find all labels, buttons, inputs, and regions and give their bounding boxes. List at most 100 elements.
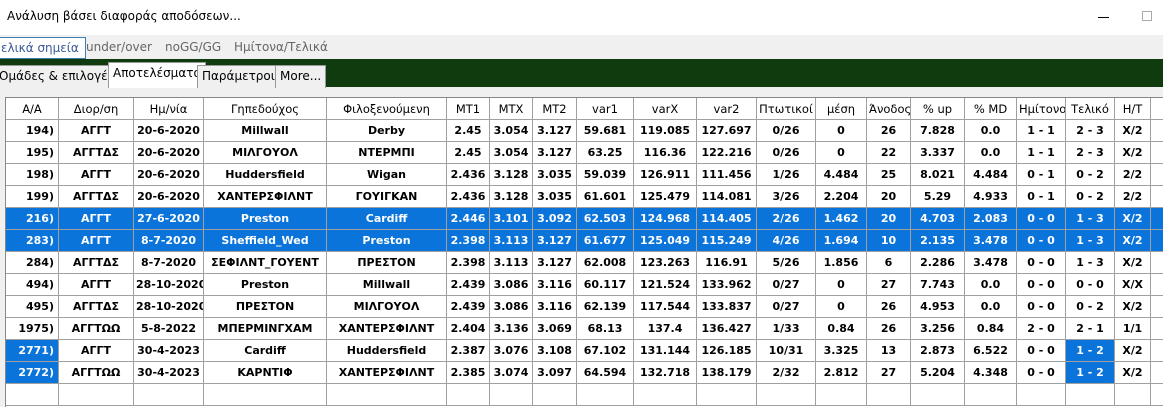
table-cell[interactable]: 0 - 1 [1017, 186, 1066, 208]
table-cell[interactable]: Preston [327, 230, 447, 252]
table-cell[interactable]: 2 - 3 [1066, 142, 1115, 164]
table-cell[interactable]: 3.092 [533, 208, 577, 230]
table-cell[interactable]: 0 - 1 [1017, 164, 1066, 186]
table-cell[interactable]: 3.337 [911, 142, 965, 164]
table-cell[interactable]: 26 [867, 296, 911, 318]
table-cell[interactable]: 20-6-2020 [134, 120, 204, 142]
table-cell[interactable]: 26 [867, 318, 911, 340]
table-cell[interactable]: 116.36 [634, 142, 697, 164]
top-tab[interactable]: ελικά σημεία [0, 37, 86, 59]
table-cell[interactable]: Wigan [327, 164, 447, 186]
table-cell[interactable]: 0 - 2 [1066, 296, 1115, 318]
table-cell[interactable]: 25 [867, 164, 911, 186]
table-cell[interactable]: 3.054 [490, 142, 533, 164]
table-cell[interactable]: 2.446 [447, 208, 490, 230]
table-cell[interactable]: 1975) [6, 318, 59, 340]
table-cell[interactable]: ΧΑΝΤΕΡΣΦΙΛΝΤ [327, 362, 447, 384]
table-cell[interactable]: 10 [867, 230, 911, 252]
column-header[interactable]: Φιλοξενούμενη [327, 98, 447, 120]
maximize-button[interactable] [1142, 11, 1152, 21]
table-cell[interactable]: 1 - 2 [1066, 340, 1115, 362]
table-cell[interactable]: 0 [816, 120, 867, 142]
table-cell[interactable]: 8-7-2020 [134, 230, 204, 252]
table-cell[interactable]: 3.086 [490, 296, 533, 318]
table-cell[interactable]: 1.694 [816, 230, 867, 252]
column-header[interactable]: var1 [577, 98, 634, 120]
table-cell[interactable]: 28-10-2020 [134, 274, 204, 296]
table-cell[interactable]: X/2 [1115, 120, 1151, 142]
table-cell[interactable]: ΜΠΕΡΜΙΝΓΧΑΜ [204, 318, 327, 340]
table-cell[interactable]: ΑΓΓΤ [59, 208, 134, 230]
table-cell[interactable]: ΑΓΓΤ [59, 274, 134, 296]
table-cell[interactable]: 1/33 [757, 318, 816, 340]
table-cell[interactable]: 2.873 [911, 340, 965, 362]
table-cell[interactable]: 3.127 [533, 142, 577, 164]
table-cell[interactable]: Derby [327, 120, 447, 142]
table-cell[interactable]: 8-7-2020 [134, 252, 204, 274]
top-tab[interactable]: under/over [86, 40, 152, 54]
table-cell[interactable]: 0 [816, 142, 867, 164]
table-cell[interactable]: 64.594 [577, 362, 634, 384]
table-cell[interactable]: 2.812 [816, 362, 867, 384]
table-cell[interactable]: ΑΓΓΤ [59, 164, 134, 186]
table-cell[interactable]: 30-4-2023 [134, 362, 204, 384]
table-cell[interactable]: 59.039 [577, 164, 634, 186]
table-cell[interactable]: 0 - 2 [1066, 186, 1115, 208]
table-cell[interactable]: 1/26 [757, 164, 816, 186]
table-cell[interactable]: 20-6-2020 [134, 186, 204, 208]
table-cell[interactable]: Huddersfield [204, 164, 327, 186]
table-cell[interactable]: 125.049 [634, 230, 697, 252]
table-cell[interactable]: 119.085 [634, 120, 697, 142]
table-cell[interactable]: 1.462 [816, 208, 867, 230]
table-cell[interactable]: 495) [6, 296, 59, 318]
table-cell[interactable]: Millwall [327, 274, 447, 296]
table-cell[interactable]: 2.436 [447, 164, 490, 186]
table-cell[interactable]: 136.427 [697, 318, 757, 340]
table-cell[interactable]: 6.522 [965, 340, 1017, 362]
table-cell[interactable]: 60.117 [577, 274, 634, 296]
table-cell[interactable]: 111.456 [697, 164, 757, 186]
table-cell[interactable]: Preston [204, 208, 327, 230]
table-cell[interactable]: X/2 [1115, 208, 1151, 230]
column-header[interactable]: Πτωτικοί [757, 98, 816, 120]
table-cell[interactable]: 121.524 [634, 274, 697, 296]
table-cell[interactable]: 0/27 [757, 274, 816, 296]
table-cell[interactable]: 4.484 [965, 164, 1017, 186]
table-cell[interactable]: 0 - 0 [1017, 274, 1066, 296]
table-cell[interactable]: 4.953 [911, 296, 965, 318]
table-cell[interactable]: ΜΙΛΓΟΥΟΛ [327, 296, 447, 318]
table-cell[interactable]: 1/1 [1115, 318, 1151, 340]
table-cell[interactable]: 5/26 [757, 252, 816, 274]
table-cell[interactable]: 133.837 [697, 296, 757, 318]
table-cell[interactable]: X/2 [1115, 142, 1151, 164]
table-cell[interactable]: 114.405 [697, 208, 757, 230]
table-cell[interactable]: 0 [816, 296, 867, 318]
table-cell[interactable]: 0.0 [965, 120, 1017, 142]
table-cell[interactable]: 0.84 [965, 318, 1017, 340]
table-cell[interactable]: 27-6-2020 [134, 208, 204, 230]
table-cell[interactable]: 2.398 [447, 230, 490, 252]
column-header[interactable]: var2 [697, 98, 757, 120]
table-cell[interactable]: 2.204 [816, 186, 867, 208]
table-cell[interactable]: 0.0 [965, 296, 1017, 318]
table-cell[interactable]: Millwall [204, 120, 327, 142]
table-cell[interactable]: 3.074 [490, 362, 533, 384]
table-cell[interactable]: ΑΓΓΤΔΣ [59, 296, 134, 318]
sub-tab[interactable]: Παράμετροι [197, 65, 280, 88]
table-cell[interactable]: ΚΑΡΝΤΙΦ [204, 362, 327, 384]
table-cell[interactable]: 4.933 [965, 186, 1017, 208]
table-cell[interactable]: 4.348 [965, 362, 1017, 384]
table-cell[interactable]: 62.008 [577, 252, 634, 274]
table-cell[interactable]: 62.503 [577, 208, 634, 230]
table-cell[interactable]: 284) [6, 252, 59, 274]
column-header[interactable]: % up [911, 98, 965, 120]
table-cell[interactable]: 132.718 [634, 362, 697, 384]
table-cell[interactable]: 3.108 [533, 340, 577, 362]
table-cell[interactable]: 126.185 [697, 340, 757, 362]
table-cell[interactable]: 2.385 [447, 362, 490, 384]
table-cell[interactable]: 1 - 1 [1017, 120, 1066, 142]
table-cell[interactable]: 4.484 [816, 164, 867, 186]
table-cell[interactable]: 0 - 0 [1066, 274, 1115, 296]
table-cell[interactable]: 3.101 [490, 208, 533, 230]
table-cell[interactable]: 8.021 [911, 164, 965, 186]
